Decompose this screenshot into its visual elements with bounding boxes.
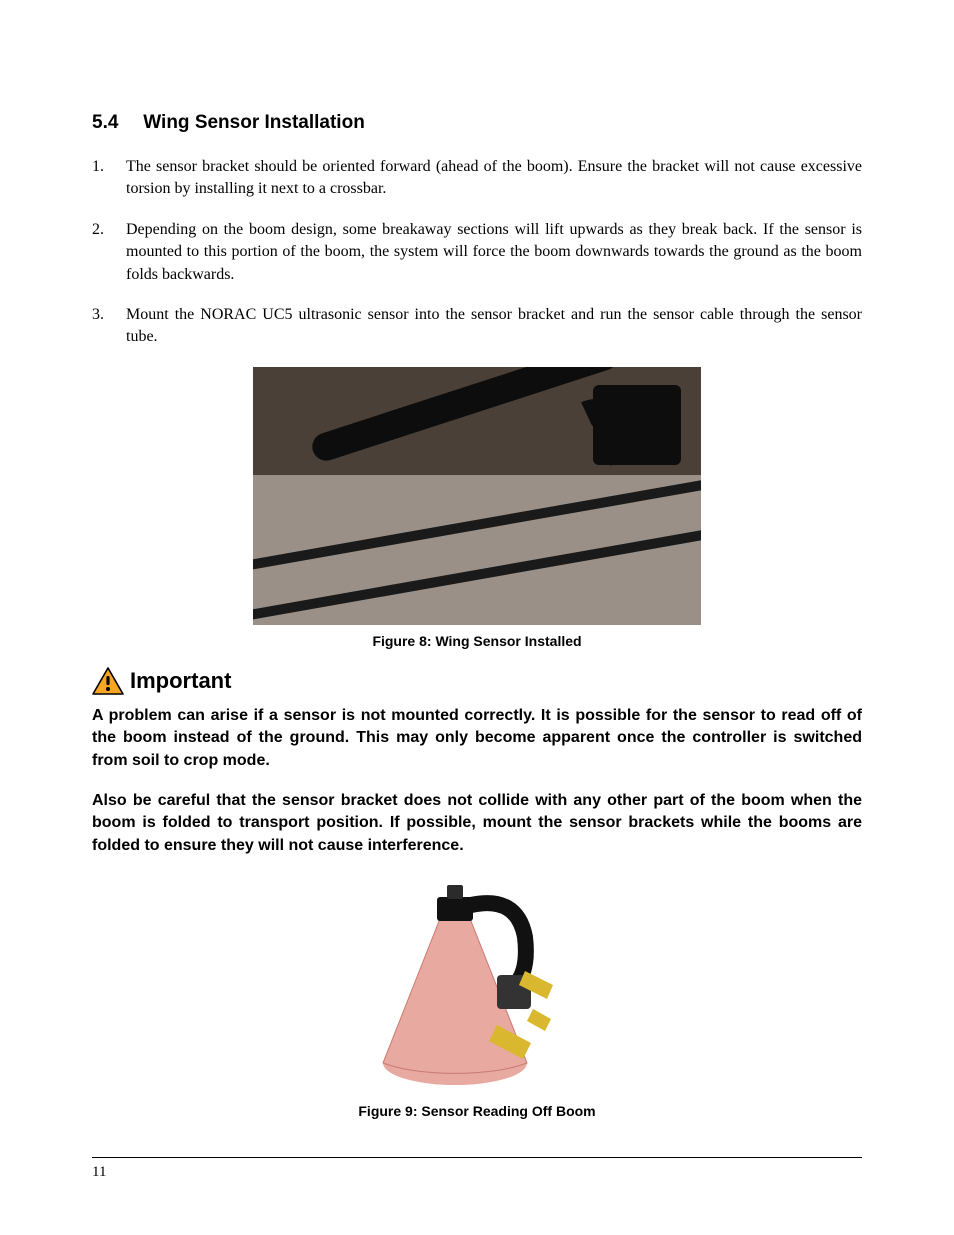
figure-8-image (253, 367, 701, 625)
list-item: Mount the NORAC UC5 ultrasonic sensor in… (92, 304, 862, 349)
list-item: Depending on the boom design, some break… (92, 219, 862, 286)
important-label: Important (130, 668, 231, 694)
figure-9-caption: Figure 9: Sensor Reading Off Boom (92, 1103, 862, 1119)
section-heading: 5.4 Wing Sensor Installation (92, 112, 862, 134)
instruction-list: The sensor bracket should be oriented fo… (92, 156, 862, 349)
section-number: 5.4 (92, 112, 138, 134)
figure-9-image (347, 875, 607, 1095)
figure-9: Figure 9: Sensor Reading Off Boom (92, 875, 862, 1119)
important-heading: Important (92, 667, 862, 695)
page-footer: 11 (92, 1157, 862, 1181)
warning-icon (92, 667, 124, 695)
list-item: The sensor bracket should be oriented fo… (92, 156, 862, 201)
important-paragraph-2: Also be careful that the sensor bracket … (92, 790, 862, 857)
figure-8: Figure 8: Wing Sensor Installed (92, 367, 862, 649)
section-title: Wing Sensor Installation (143, 112, 365, 133)
figure-8-caption: Figure 8: Wing Sensor Installed (92, 633, 862, 649)
important-paragraph-1: A problem can arise if a sensor is not m… (92, 705, 862, 772)
page-number: 11 (92, 1164, 106, 1180)
